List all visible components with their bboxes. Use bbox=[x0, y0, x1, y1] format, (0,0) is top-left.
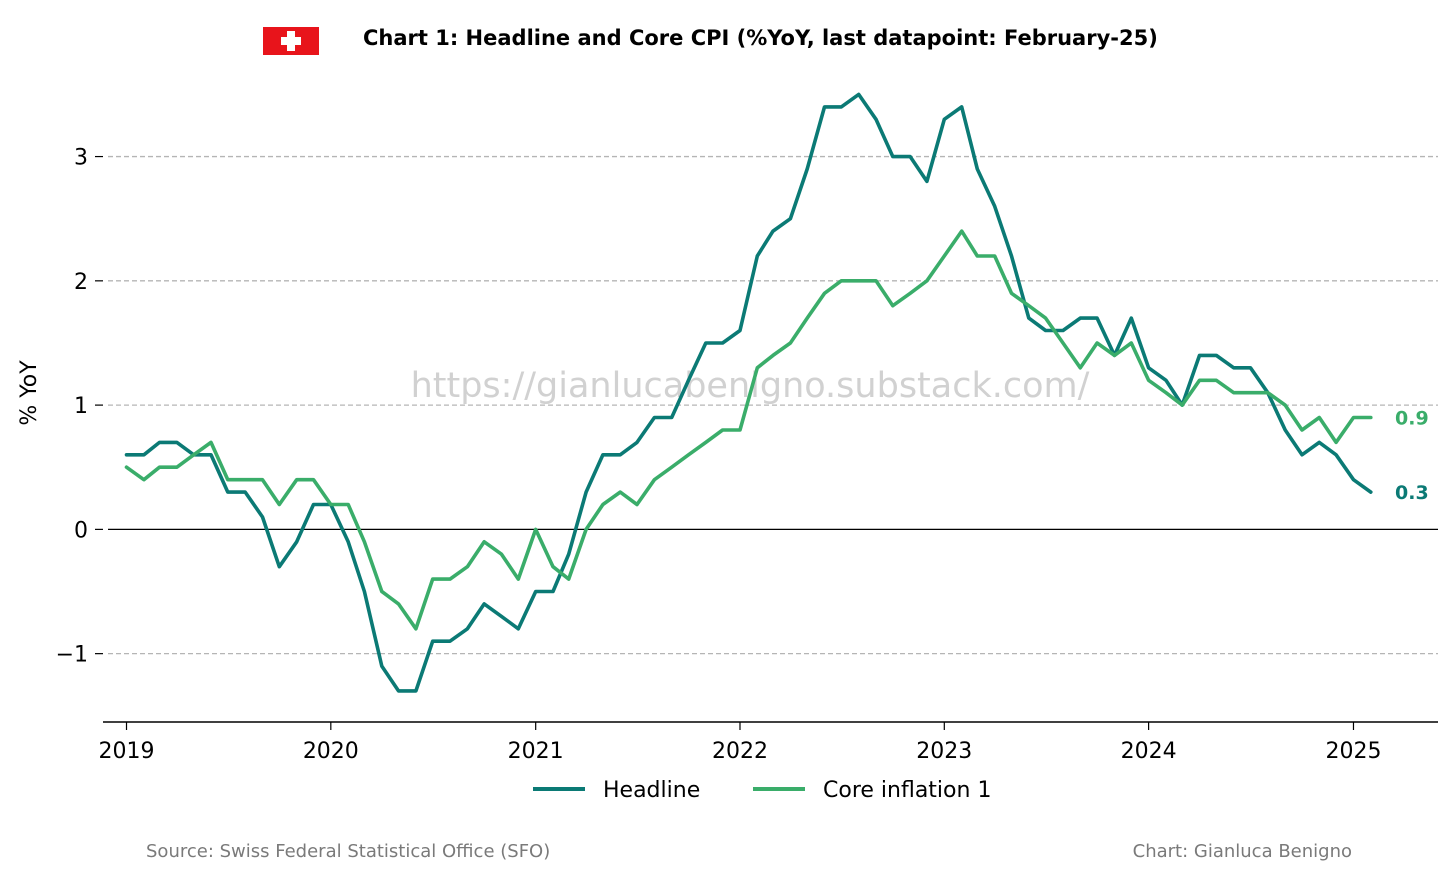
series-line-core-inflation bbox=[124, 229, 1373, 631]
legend: Headline Core inflation 1 bbox=[533, 778, 991, 803]
chart-title: Chart 1: Headline and Core CPI (%YoY, la… bbox=[363, 26, 1158, 50]
x-axis-ticks: 2019 2020 2021 2022 2023 2024 2025 bbox=[99, 722, 1381, 764]
legend-label: Headline bbox=[603, 778, 700, 803]
x-tick-label: 2022 bbox=[712, 739, 768, 764]
y-tick-label: 1 bbox=[74, 394, 88, 419]
chart-credit: Chart: Gianluca Benigno bbox=[1133, 841, 1352, 862]
end-value-label: 0.3 bbox=[1395, 482, 1429, 504]
x-tick-label: 2021 bbox=[508, 739, 564, 764]
x-tick-label: 2023 bbox=[916, 739, 972, 764]
switzerland-flag-icon bbox=[263, 27, 319, 55]
y-axis: −1 0 1 2 3 bbox=[56, 146, 103, 668]
y-tick-label: 2 bbox=[74, 270, 88, 295]
grid-lines bbox=[108, 155, 1438, 655]
x-tick-label: 2025 bbox=[1325, 739, 1381, 764]
legend-label: Core inflation 1 bbox=[823, 778, 991, 803]
x-tick-label: 2020 bbox=[303, 739, 359, 764]
series-lines bbox=[124, 92, 1373, 693]
end-value-label: 0.9 bbox=[1395, 408, 1429, 430]
y-axis-label: % YoY bbox=[17, 360, 42, 426]
end-labels: 0.3 0.9 bbox=[1395, 408, 1429, 505]
y-tick-label: 0 bbox=[74, 518, 88, 543]
series-line-headline bbox=[124, 92, 1373, 693]
y-tick-label: −1 bbox=[56, 643, 88, 668]
x-tick-label: 2024 bbox=[1121, 739, 1177, 764]
y-tick-label: 3 bbox=[74, 146, 88, 171]
x-tick-label: 2019 bbox=[99, 739, 155, 764]
source-note: Source: Swiss Federal Statistical Office… bbox=[146, 841, 550, 862]
